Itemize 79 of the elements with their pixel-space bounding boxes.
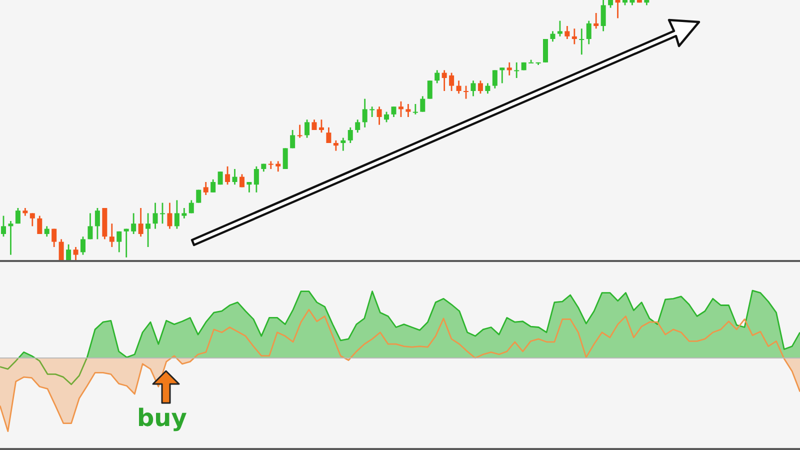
- candlestick: [362, 98, 368, 128]
- candlestick: [398, 100, 404, 118]
- candlestick: [434, 70, 440, 84]
- candlestick: [290, 129, 296, 149]
- candlestick: [326, 126, 332, 144]
- candlestick: [376, 106, 382, 126]
- candlestick: [66, 244, 72, 260]
- candlestick: [348, 126, 353, 144]
- candlestick: [146, 212, 151, 248]
- candlestick: [58, 238, 64, 260]
- candlestick: [500, 66, 505, 84]
- candlestick: [464, 85, 469, 100]
- candlestick: [333, 140, 338, 152]
- candlestick: [594, 12, 599, 30]
- candlestick: [167, 202, 172, 230]
- candlestick: [131, 212, 136, 235]
- candlestick: [600, 0, 606, 32]
- candlestick: [406, 103, 411, 118]
- candlestick: [514, 62, 520, 79]
- candlestick: [528, 59, 534, 64]
- candlestick: [52, 228, 57, 248]
- candlestick: [478, 80, 483, 94]
- candlestick: [282, 148, 288, 170]
- candlestick: [8, 220, 14, 256]
- candlestick: [557, 20, 562, 38]
- candlestick: [210, 178, 216, 194]
- candlestick: [586, 20, 592, 45]
- candlestick: [124, 228, 129, 258]
- candlestick: [304, 118, 310, 138]
- candlestick: [232, 168, 238, 186]
- candlestick: [506, 62, 512, 76]
- candlestick: [196, 189, 202, 204]
- candlestick: [138, 207, 144, 238]
- candlestick: [412, 103, 418, 116]
- candlestick: [88, 212, 93, 240]
- candlestick: [485, 82, 490, 94]
- candlestick: [225, 166, 230, 186]
- candlestick: [188, 200, 194, 214]
- candlestick: [174, 200, 180, 230]
- candlestick: [268, 160, 274, 170]
- candlestick: [615, 0, 620, 19]
- candlestick: [550, 30, 556, 42]
- candlestick: [384, 111, 390, 123]
- candlestick: [391, 106, 396, 118]
- candlestick: [572, 28, 577, 45]
- annotation: buy: [137, 404, 187, 432]
- candlestick: [470, 80, 476, 97]
- candlestick: [30, 212, 35, 227]
- candlestick: [579, 28, 584, 56]
- candlestick: [564, 25, 570, 40]
- candlestick: [318, 118, 324, 134]
- candlestick: [420, 96, 426, 112]
- candlestick: [355, 118, 360, 134]
- candlestick: [442, 70, 447, 92]
- candlestick: [456, 80, 462, 94]
- candlestick: [1, 215, 6, 238]
- candlestick: [492, 70, 498, 90]
- candlestick: [340, 137, 346, 152]
- candlestick: [203, 181, 208, 196]
- candlestick: [427, 80, 432, 100]
- candlestick: [276, 160, 281, 172]
- candlestick: [109, 222, 114, 248]
- candlestick: [80, 236, 86, 256]
- candlestick: [182, 207, 187, 220]
- candlestick: [44, 226, 50, 238]
- candlestick: [15, 207, 20, 224]
- candlestick: [254, 166, 259, 194]
- candlestick: [239, 174, 244, 188]
- candlestick: [297, 124, 302, 138]
- candlestick: [152, 202, 158, 230]
- candlestick: [73, 246, 78, 260]
- candlestick: [37, 215, 42, 235]
- candlestick: [218, 170, 223, 186]
- candlestick: [160, 202, 165, 224]
- candlestick: [370, 106, 375, 118]
- candlestick: [449, 72, 454, 92]
- candlestick: [116, 230, 122, 253]
- candlestick: [246, 181, 252, 194]
- candlestick: [94, 207, 100, 240]
